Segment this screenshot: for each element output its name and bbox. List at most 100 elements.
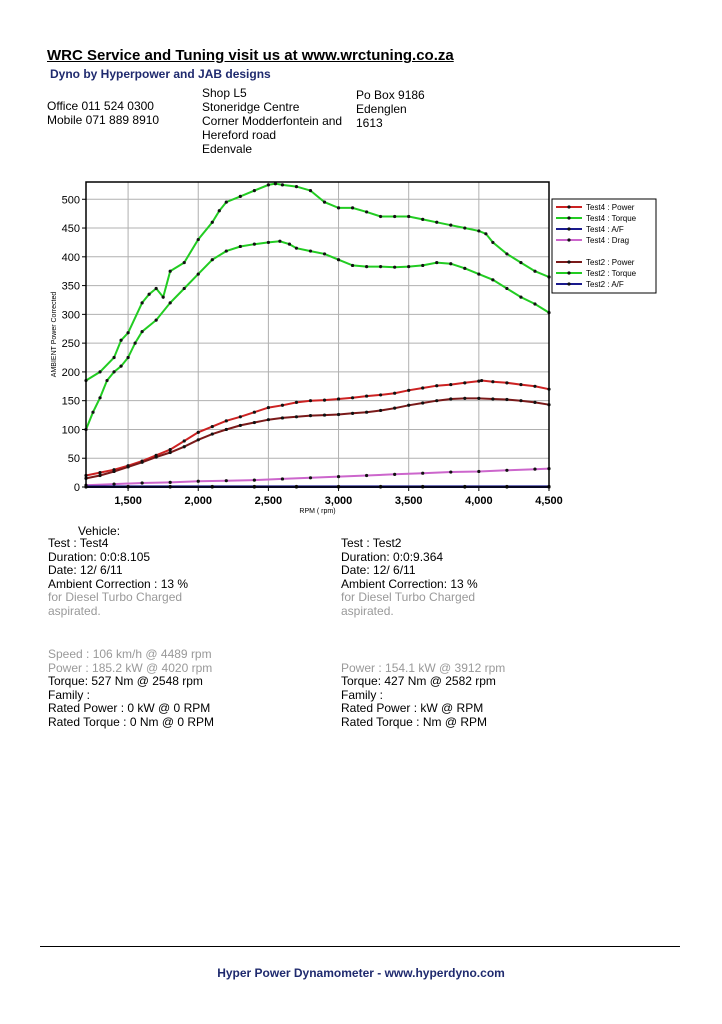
data-point	[491, 380, 495, 384]
y-tick-label: 50	[68, 453, 80, 465]
data-point	[280, 477, 285, 481]
data-point	[336, 206, 341, 210]
test2-ambient: Ambient Correction: 13 %	[341, 576, 478, 591]
data-point	[407, 264, 411, 269]
address-line: Corner Modderfontein and	[202, 114, 343, 128]
legend-marker	[567, 282, 571, 286]
data-point	[393, 391, 397, 395]
y-tick-label: 150	[62, 396, 80, 408]
footer-divider	[40, 946, 680, 947]
x-tick-label: 1,500	[114, 495, 142, 507]
data-point	[477, 396, 481, 400]
data-point	[477, 469, 481, 474]
test4-family: Family :	[48, 687, 90, 702]
data-point	[126, 355, 130, 360]
legend-entry: Test4 : Torque	[586, 214, 637, 223]
data-point	[266, 183, 270, 187]
data-point	[273, 182, 278, 186]
series-line	[85, 379, 550, 477]
data-point	[365, 473, 369, 478]
data-point	[140, 301, 144, 305]
series-line	[85, 467, 550, 487]
data-point	[196, 479, 200, 483]
dyno-chart: 0 50 100 150 200 250 300 350 400 450 500 1,500 2,00…	[51, 181, 657, 515]
data-point	[322, 413, 327, 417]
test2-rated-power: Rated Power : kW @ RPM	[341, 701, 484, 716]
data-point	[350, 396, 355, 400]
data-point	[365, 394, 369, 398]
legend-entry: Test2 : Power	[586, 258, 635, 267]
data-point	[519, 382, 523, 387]
test4-date: Date: 12/ 6/11	[48, 563, 123, 578]
data-point	[294, 246, 299, 250]
data-point	[266, 405, 270, 410]
data-point	[112, 469, 116, 474]
page-title: WRC Service and Tuning visit us at www.w…	[47, 47, 454, 64]
legend-marker	[567, 216, 571, 220]
data-point	[435, 399, 439, 403]
data-point	[421, 401, 425, 405]
footer: Hyper Power Dynamometer - www.hyperdyno.…	[217, 966, 505, 980]
test4-note: for Diesel Turbo Charged	[48, 590, 183, 605]
data-point	[350, 206, 355, 210]
test2-date: Date: 12/ 6/11	[341, 563, 416, 578]
data-point	[252, 478, 256, 482]
data-point	[322, 398, 327, 402]
data-point	[224, 249, 228, 253]
test2-torque: Torque: 427 Nm @ 2582 rpm	[341, 674, 496, 689]
data-point	[449, 223, 453, 227]
data-point	[196, 438, 200, 442]
test2-name: Test : Test2	[341, 536, 402, 550]
data-point	[294, 415, 299, 419]
series-line	[85, 397, 550, 480]
data-point	[533, 302, 537, 306]
data-point	[505, 468, 509, 472]
data-point	[336, 412, 341, 417]
data-point	[393, 265, 397, 269]
data-point	[119, 364, 123, 368]
test4-name: Test : Test4	[48, 536, 109, 550]
data-point	[393, 406, 397, 410]
x-axis-label: RPM ( rpm)	[299, 508, 335, 515]
legend-marker	[567, 227, 571, 231]
x-tick-label: 4,000	[465, 495, 493, 507]
data-point	[379, 408, 383, 413]
data-point	[336, 258, 341, 262]
data-point	[477, 272, 481, 276]
data-point	[287, 242, 292, 246]
data-point	[147, 292, 151, 296]
data-point	[140, 481, 144, 485]
x-tick-label: 4,500	[535, 495, 563, 507]
data-point	[168, 480, 172, 484]
legend-marker	[567, 205, 571, 209]
test2-speed	[341, 648, 505, 662]
address-line: Stoneridge Centre	[202, 100, 300, 114]
y-tick-label: 450	[62, 223, 80, 235]
y-tick-label: 200	[62, 367, 80, 379]
data-point	[126, 465, 130, 469]
chart-grid	[86, 182, 550, 488]
y-tick-label: 0	[74, 482, 80, 494]
x-tick-label: 3,500	[395, 495, 423, 507]
test4-results: Speed : 106 km/h @ 4489 rpm Power : 185.…	[48, 647, 214, 730]
data-point	[519, 295, 523, 299]
data-point	[308, 189, 313, 193]
test4-note: aspirated.	[48, 603, 101, 618]
y-axis-ticks: 0 50 100 150 200 250 300 350 400 450 500	[62, 194, 86, 494]
postal-line: Edenglen	[356, 102, 407, 116]
data-point	[308, 399, 313, 403]
data-point	[533, 269, 537, 273]
test2-note: for Diesel Turbo Charged	[341, 590, 476, 605]
y-tick-label: 500	[62, 194, 80, 206]
data-point	[491, 397, 495, 401]
test2-results: Power : 154.1 kW @ 3912 rpm Torque: 427 …	[341, 648, 505, 730]
data-point	[505, 286, 509, 291]
data-point	[379, 214, 383, 219]
data-point	[294, 185, 299, 189]
data-point	[112, 355, 116, 360]
data-point	[126, 331, 130, 335]
data-point	[182, 260, 186, 265]
legend-entry: Test4 : Drag	[586, 236, 629, 245]
data-point	[407, 403, 411, 407]
x-axis-ticks: 1,500 2,000 2,500 3,000 3,500 4,000 4,500	[114, 487, 563, 507]
